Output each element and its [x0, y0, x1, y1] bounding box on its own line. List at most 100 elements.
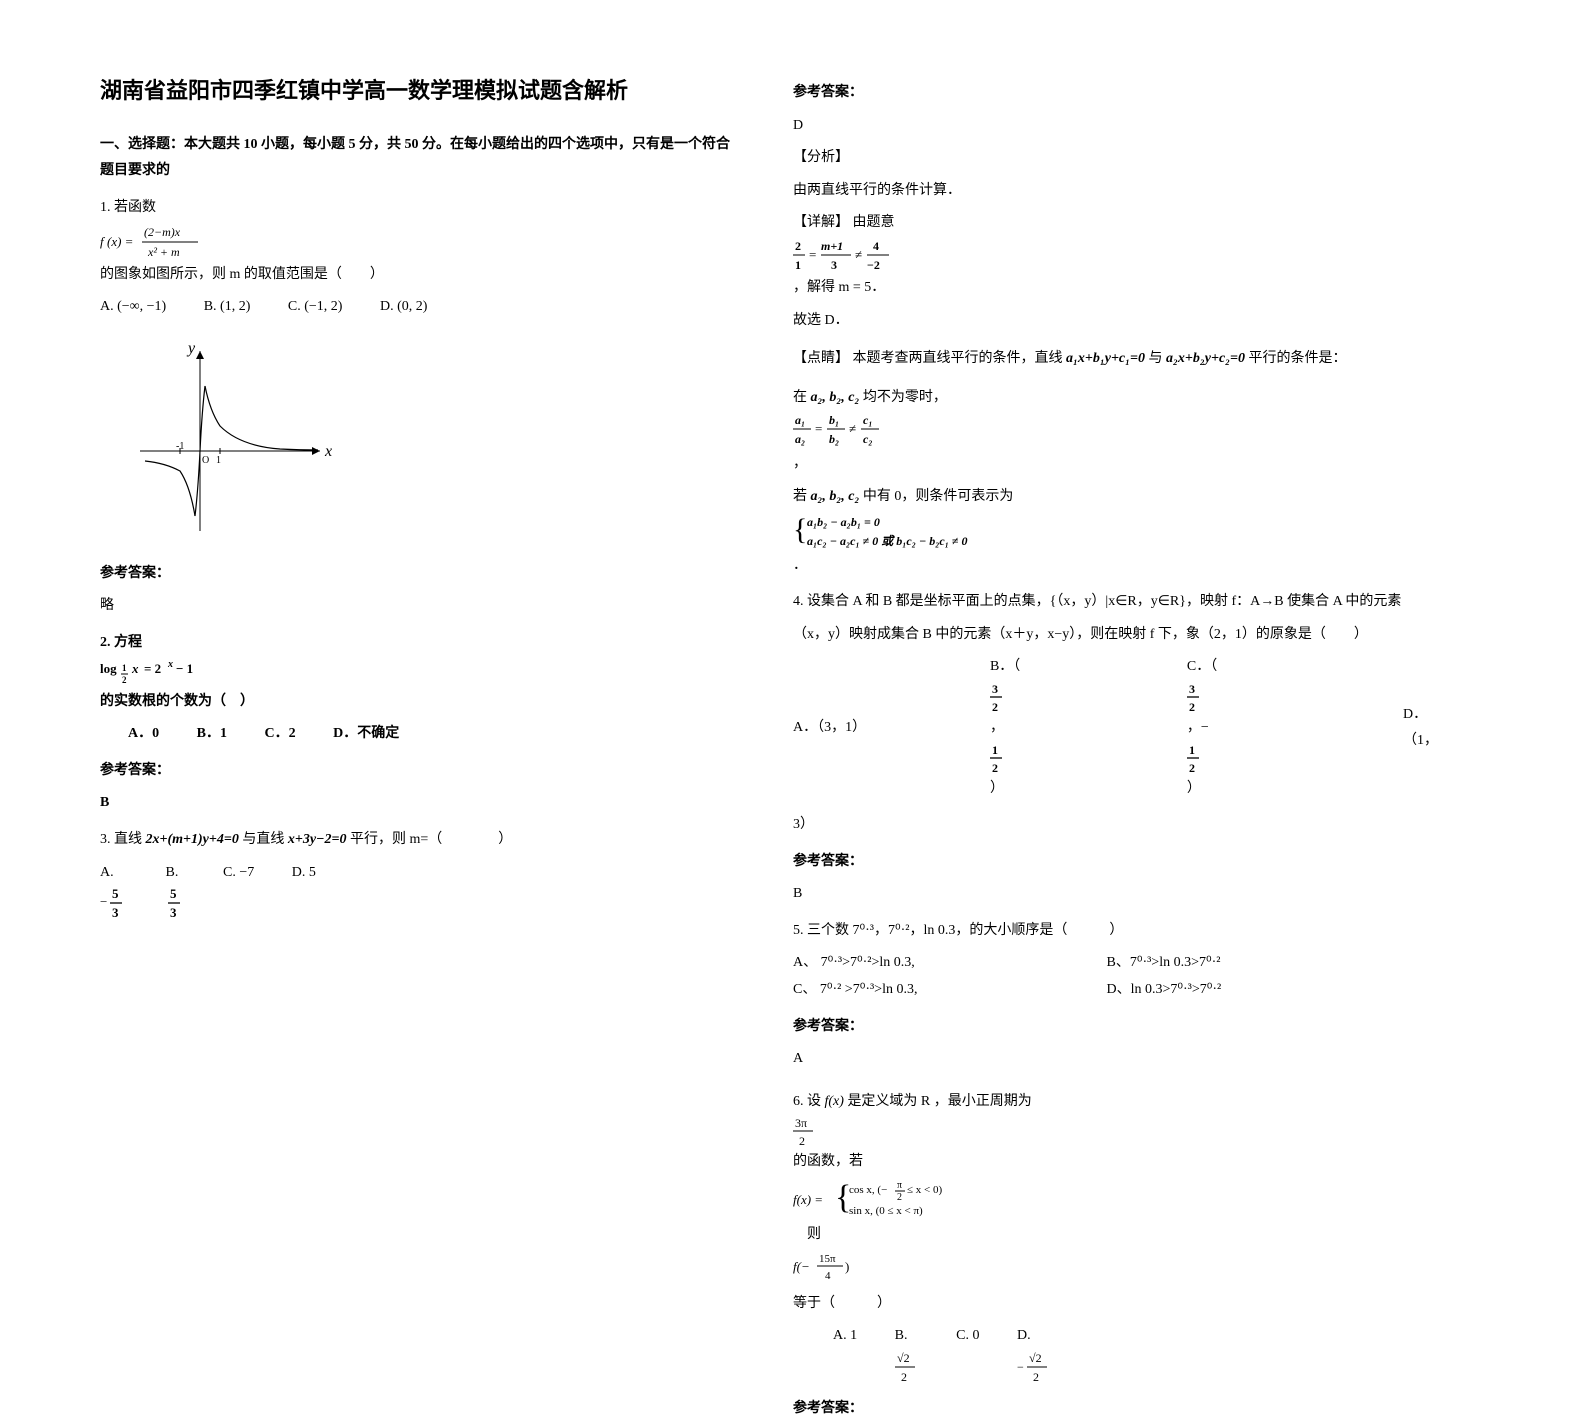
- svg-text:− 1: − 1: [176, 661, 193, 676]
- svg-text:2: 2: [795, 239, 801, 253]
- comment-text2: 平行的条件是：: [1249, 351, 1347, 366]
- q1-optB: B. (1, 2): [204, 294, 251, 321]
- svg-text:2: 2: [901, 1370, 907, 1384]
- svg-text:2: 2: [992, 761, 998, 775]
- detail-line: 【详解】 由题意 2 1 = m+1 3 ≠ 4 −2 ，解得 m = 5．: [793, 210, 1487, 301]
- q2-answer: B: [100, 790, 733, 817]
- comment-line2-suffix: ，: [793, 456, 807, 471]
- q5-options-row1: A、 7⁰·³>7⁰·²>ln 0.3, B、7⁰·³>ln 0.3>7⁰·²: [793, 950, 1487, 977]
- question-6: 6. 设 f(x) 是定义域为 R ，最小正周期为 3π 2 的函数，若 f(x…: [793, 1089, 1487, 1285]
- q2-optD: D．不确定: [333, 721, 399, 748]
- q1-options: A. (−∞, −1) B. (1, 2) C. (−1, 2) D. (0, …: [100, 294, 733, 321]
- q6-optB: B. √22: [895, 1323, 919, 1386]
- svg-text:a₂: a₂: [795, 432, 805, 446]
- y-axis-label: y: [186, 341, 196, 357]
- svg-text:−2: −2: [867, 258, 880, 272]
- svg-text:c₁: c₁: [863, 413, 873, 427]
- svg-text:(2−m)x: (2−m)x: [144, 225, 181, 239]
- svg-text:2: 2: [1189, 761, 1195, 775]
- q3-optD: D. 5: [292, 860, 316, 887]
- svg-text:{: {: [793, 513, 807, 546]
- svg-text:c₂: c₂: [863, 432, 873, 446]
- q1-ref-answer-label: 参考答案：: [100, 561, 733, 588]
- q1-prefix: 1. 若函数: [100, 200, 156, 215]
- comment-frac-svg: a₁ a₂ = b₁ b₂ ≠ c₁ c₂: [793, 411, 893, 451]
- svg-text:2: 2: [1033, 1370, 1039, 1384]
- svg-text:≠: ≠: [855, 247, 862, 262]
- svg-text:2: 2: [122, 675, 127, 685]
- comment-line3-mid: 中有 0，则条件可表示为: [863, 489, 1014, 504]
- q3-line1: 2x+(m+1)y+4=0: [146, 832, 239, 847]
- q3-line2: x+3y−2=0: [288, 832, 347, 847]
- comment-label: 【点睛】: [793, 351, 849, 366]
- comment-line1: 【点睛】 本题考查两直线平行的条件，直线 a₁x+b₁y+c₁=0 与 a₂x+…: [793, 346, 1487, 373]
- svg-text:1: 1: [992, 743, 998, 757]
- svg-text:x: x: [131, 661, 139, 676]
- svg-text:a₁b₂ − a₂b₁ = 0: a₁b₂ − a₂b₁ = 0: [807, 515, 880, 529]
- q3-answer: D: [793, 113, 1487, 140]
- svg-text:√2: √2: [897, 1351, 910, 1365]
- question-1: 1. 若函数 f (x) = (2−m)x x² + m 的图象如图所示，则 m…: [100, 195, 733, 288]
- comment-text1: 本题考查两直线平行的条件，直线: [853, 351, 1067, 366]
- q5-answer: A: [793, 1046, 1487, 1073]
- svg-text:=: =: [815, 421, 822, 436]
- comment-abc2: a₂, b₂, c₂: [811, 489, 860, 504]
- comment-line3-suffix: ．: [793, 558, 807, 573]
- svg-text:−: −: [1017, 1360, 1024, 1374]
- q1-optD: D. (0, 2): [380, 294, 427, 321]
- svg-text:3: 3: [112, 905, 119, 920]
- question-3: 3. 直线 2x+(m+1)y+4=0 与直线 x+3y−2=0 平行，则 m=…: [100, 827, 733, 854]
- svg-text:f(x) =: f(x) =: [793, 1192, 823, 1207]
- q6-fval-svg: f(− 15π 4 ): [793, 1249, 863, 1285]
- q2-suffix: 的实数根的个数为（ ）: [100, 694, 254, 709]
- comment-line3: 若 a₂, b₂, c₂ 中有 0，则条件可表示为 { a₁b₂ − a₂b₁ …: [793, 484, 1487, 579]
- svg-text:≠: ≠: [849, 421, 856, 436]
- q6-fx: f(x): [825, 1094, 844, 1109]
- q4-options: A．（3，1） B．（32，12） C．（32，−12） D．（1，: [793, 654, 1487, 802]
- q5-ref-answer-label: 参考答案：: [793, 1014, 1487, 1041]
- q5-optB: B、7⁰·³>ln 0.3>7⁰·²: [1107, 955, 1221, 970]
- question-2: 2. 方程 log 1 2 x = 2 x − 1 的实数根的个数为（ ）: [100, 630, 733, 715]
- q5-options-row2: C、 7⁰·² >7⁰·³>ln 0.3, D、ln 0.3>7⁰·³>7⁰·²: [793, 977, 1487, 1004]
- svg-text:x² + m: x² + m: [147, 245, 180, 259]
- q6-line2: 等于（ ）: [793, 1291, 1487, 1318]
- svg-text:5: 5: [112, 886, 119, 901]
- detail-text2: ，解得 m = 5．: [793, 280, 885, 295]
- comment-cases-svg: { a₁b₂ − a₂b₁ = 0 a₁c₂ − a₂c₁ ≠ 0 或 b₁c₂…: [793, 511, 1023, 553]
- comment-abc: a₂, b₂, c₂: [811, 390, 860, 405]
- detail-text3: 故选 D．: [793, 308, 1487, 335]
- svg-text:b₁: b₁: [829, 413, 839, 427]
- svg-text:=: =: [809, 247, 816, 262]
- q1-formula: f (x) = (2−m)x x² + m: [100, 222, 733, 262]
- svg-text:π: π: [897, 1180, 902, 1191]
- comment-line3-prefix: 若: [793, 489, 811, 504]
- q1-graph: x y -1 O 1: [140, 341, 733, 541]
- q2-prefix: 2. 方程: [100, 635, 142, 650]
- svg-text:f: f: [100, 234, 106, 249]
- q6-cases-svg: f(x) = { cos x, (− π 2 ≤ x < 0) sin x, (…: [793, 1176, 973, 1222]
- q4-optD-prefix: D．（1，: [1403, 702, 1453, 755]
- q3-optC: C. −7: [223, 860, 254, 887]
- q4-optC: C．（32，−12）: [1187, 654, 1369, 802]
- q1-optA: A. (−∞, −1): [100, 294, 166, 321]
- q6-optA: A. 1: [833, 1323, 857, 1350]
- svg-text:): ): [845, 1259, 849, 1274]
- svg-text:3: 3: [831, 258, 837, 272]
- q6-ref-answer-label: 参考答案：: [793, 1396, 1487, 1422]
- q3-mid: 与直线: [242, 832, 288, 847]
- section1-heading: 一、选择题：本大题共 10 小题，每小题 5 分，共 50 分。在每小题给出的四…: [100, 132, 733, 185]
- comment-line2-prefix: 在: [793, 390, 811, 405]
- comment-eq2: a₂x+b₂y+c₂=0: [1166, 351, 1245, 366]
- svg-text:3: 3: [1189, 682, 1195, 696]
- x-axis-label: x: [324, 443, 332, 460]
- main-title: 湖南省益阳市四季红镇中学高一数学理模拟试题含解析: [100, 70, 733, 112]
- analysis-text: 由两直线平行的条件计算．: [793, 178, 1487, 205]
- q2-optC: C．2: [264, 721, 295, 748]
- q4-optA: A．（3，1）: [793, 715, 956, 742]
- q6-prefix: 6. 设: [793, 1094, 825, 1109]
- q2-optB: B．1: [197, 721, 227, 748]
- svg-text:1: 1: [216, 455, 221, 466]
- q5-optA: A、 7⁰·³>7⁰·²>ln 0.3,: [793, 950, 1103, 977]
- svg-text:f(−: f(−: [793, 1259, 810, 1274]
- analysis-label: 【分析】: [793, 145, 1487, 172]
